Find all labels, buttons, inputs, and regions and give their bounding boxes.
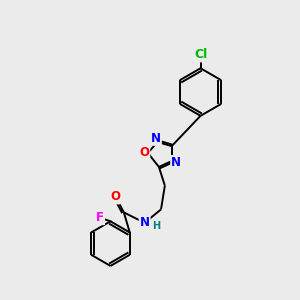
Text: N: N xyxy=(140,216,150,229)
Text: F: F xyxy=(96,211,104,224)
Text: H: H xyxy=(152,221,160,231)
Text: O: O xyxy=(110,190,120,203)
Text: Cl: Cl xyxy=(194,48,207,62)
Text: N: N xyxy=(151,132,161,145)
Text: N: N xyxy=(171,156,181,169)
Text: O: O xyxy=(140,146,149,160)
